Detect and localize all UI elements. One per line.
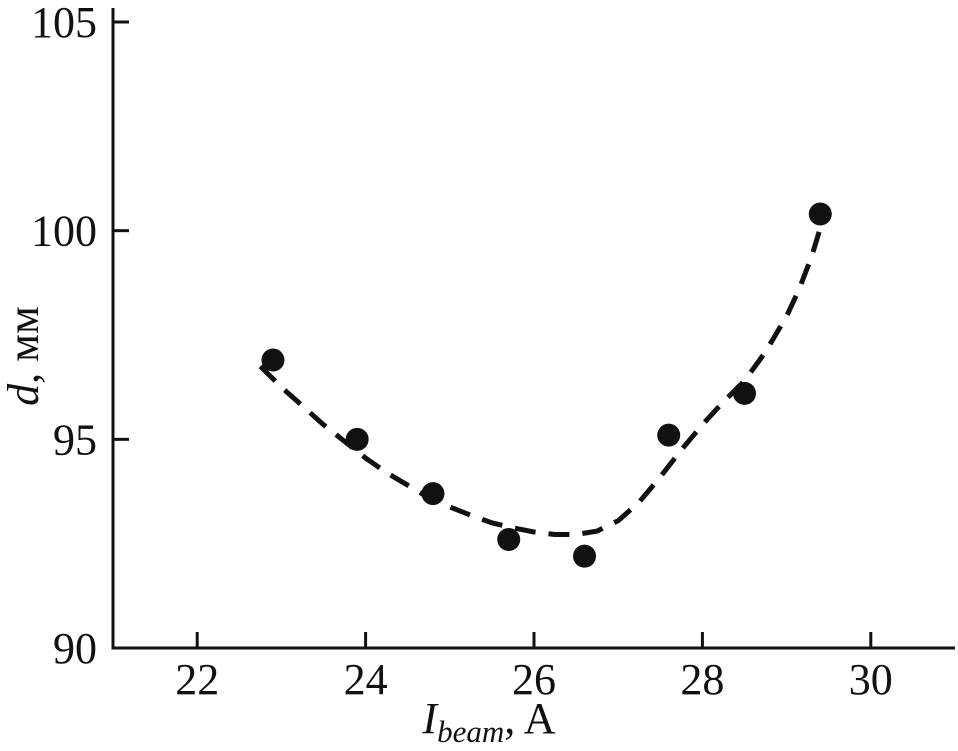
x-tick-label: 24: [344, 655, 388, 704]
data-point: [497, 527, 521, 551]
x-tick-label: 30: [849, 655, 893, 704]
x-tick-label: 28: [680, 655, 724, 704]
data-point: [573, 544, 597, 568]
x-tick-label: 22: [175, 655, 219, 704]
data-point: [657, 423, 681, 447]
fit-curve: [258, 221, 825, 537]
x-axis-label: Ibeam, A: [421, 694, 555, 749]
y-tick-label: 100: [31, 207, 97, 256]
y-axis-label: d, мм: [0, 306, 48, 406]
x-tick-label: 26: [512, 655, 556, 704]
data-point: [261, 348, 285, 372]
y-tick-label: 95: [53, 415, 97, 464]
y-tick-label: 105: [31, 0, 97, 47]
y-tick-label: 90: [53, 624, 97, 673]
data-point: [808, 202, 832, 226]
